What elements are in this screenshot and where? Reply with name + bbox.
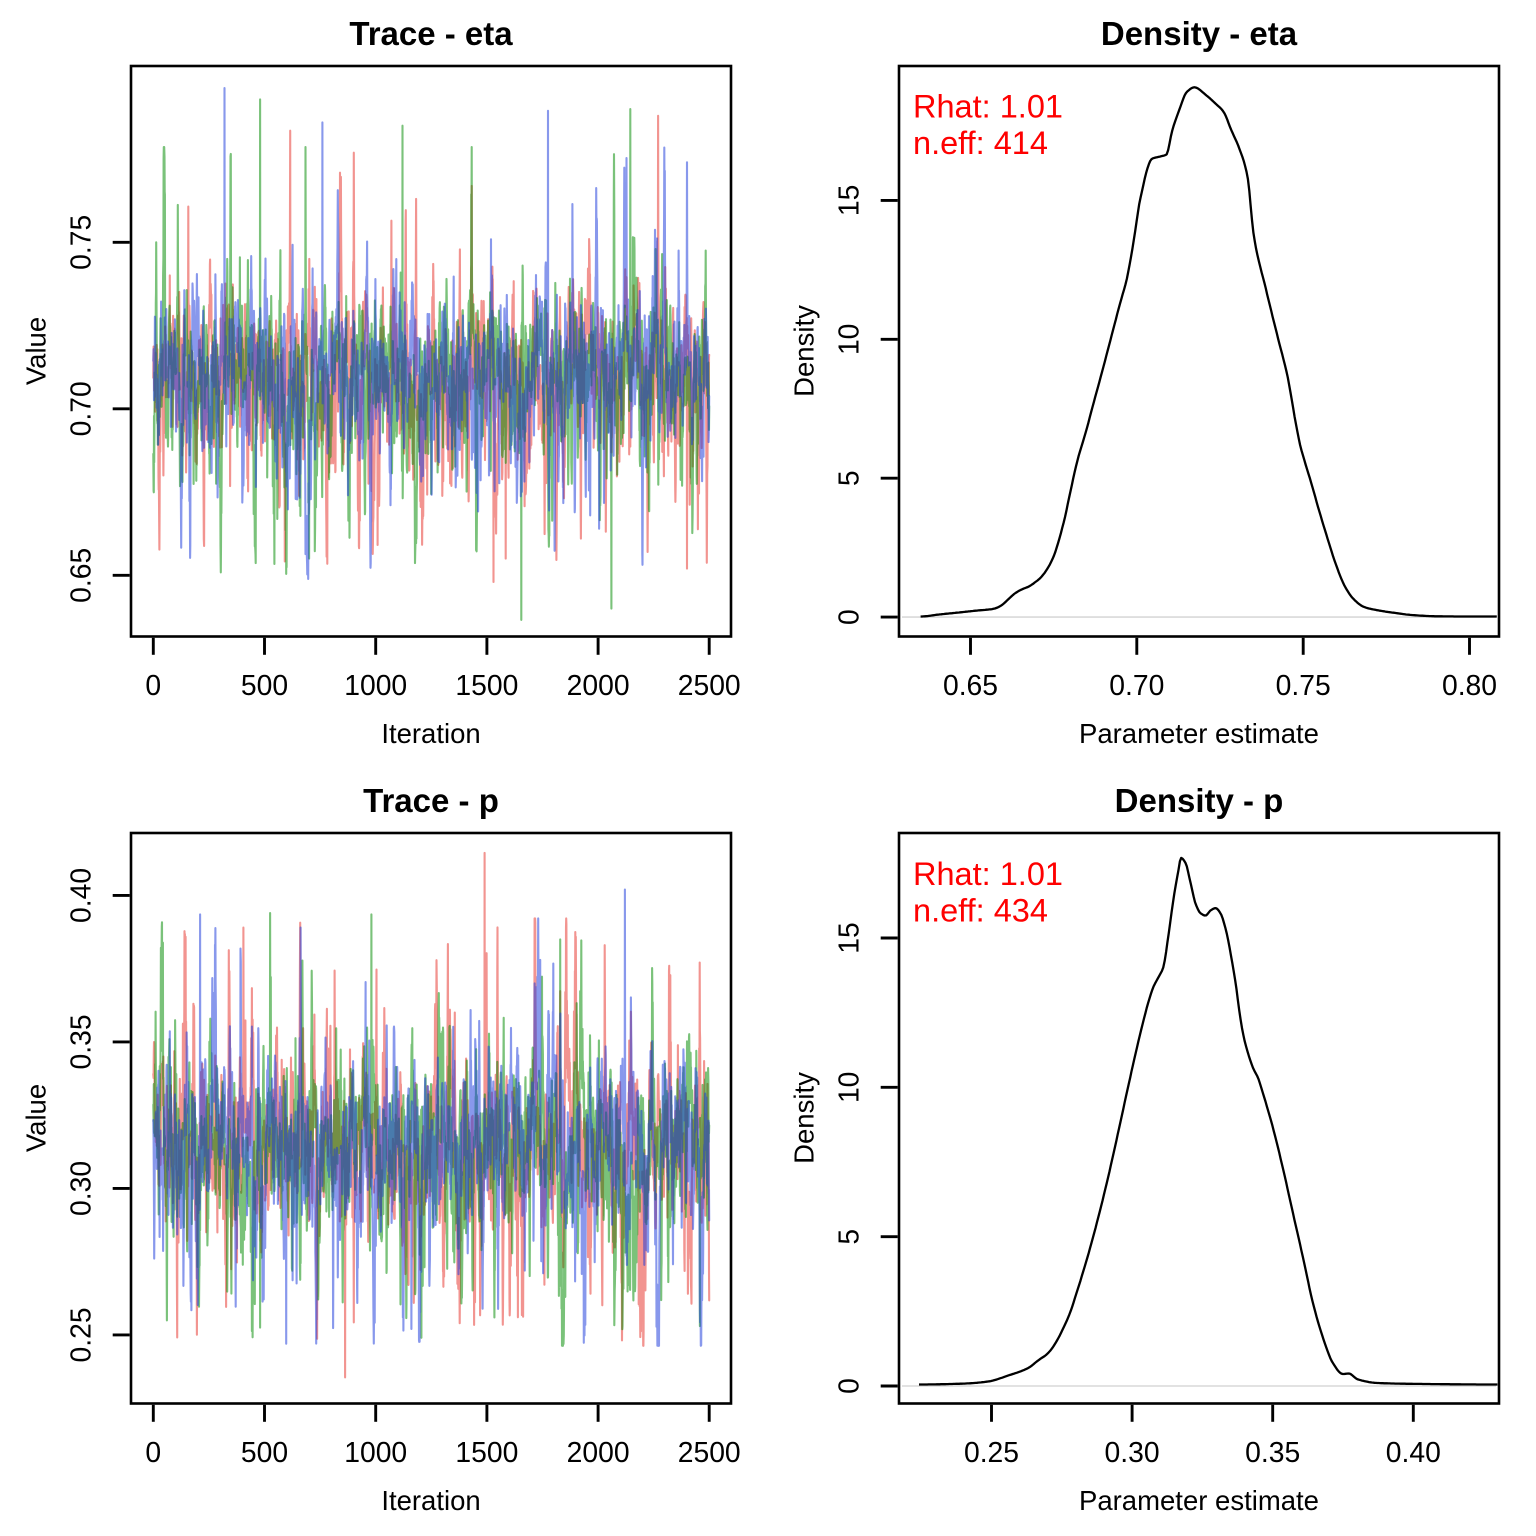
svg-text:0.80: 0.80 [1442, 669, 1497, 701]
svg-text:2500: 2500 [678, 669, 741, 701]
svg-text:1000: 1000 [344, 669, 407, 701]
svg-text:0: 0 [833, 1378, 865, 1394]
svg-text:0: 0 [145, 669, 161, 701]
svg-text:Density: Density [789, 305, 820, 397]
svg-text:0.75: 0.75 [65, 215, 97, 270]
svg-text:Trace - p: Trace - p [363, 782, 499, 819]
svg-text:0.30: 0.30 [65, 1161, 97, 1216]
svg-text:2000: 2000 [567, 669, 630, 701]
svg-text:0.35: 0.35 [65, 1014, 97, 1069]
svg-text:Value: Value [21, 317, 52, 385]
svg-text:Density: Density [789, 1072, 820, 1164]
svg-text:2500: 2500 [678, 1436, 741, 1468]
svg-text:10: 10 [833, 1072, 865, 1103]
svg-text:Density - eta: Density - eta [1101, 15, 1298, 52]
svg-text:0.65: 0.65 [943, 669, 998, 701]
svg-text:Density - p: Density - p [1115, 782, 1284, 819]
svg-text:0: 0 [145, 1436, 161, 1468]
svg-text:5: 5 [833, 470, 865, 486]
svg-text:n.eff: 434: n.eff: 434 [913, 892, 1048, 928]
svg-text:Rhat: 1.01: Rhat: 1.01 [913, 88, 1063, 124]
svg-text:0.40: 0.40 [1386, 1436, 1441, 1468]
svg-text:15: 15 [833, 185, 865, 216]
svg-text:n.eff: 414: n.eff: 414 [913, 125, 1048, 161]
svg-text:5: 5 [833, 1229, 865, 1245]
svg-text:10: 10 [833, 324, 865, 355]
svg-text:0.70: 0.70 [1109, 669, 1164, 701]
svg-text:Parameter estimate: Parameter estimate [1079, 718, 1319, 749]
svg-text:Iteration: Iteration [381, 718, 480, 749]
svg-text:Rhat: 1.01: Rhat: 1.01 [913, 856, 1063, 892]
svg-text:0.70: 0.70 [65, 381, 97, 436]
svg-text:0.40: 0.40 [65, 868, 97, 923]
svg-text:1500: 1500 [455, 1436, 518, 1468]
svg-text:1500: 1500 [455, 669, 518, 701]
svg-text:Iteration: Iteration [381, 1485, 480, 1516]
svg-text:1000: 1000 [344, 1436, 407, 1468]
svg-text:0.25: 0.25 [964, 1436, 1019, 1468]
svg-text:Trace - eta: Trace - eta [349, 15, 513, 52]
svg-text:15: 15 [833, 922, 865, 953]
svg-text:2000: 2000 [567, 1436, 630, 1468]
svg-text:500: 500 [241, 1436, 288, 1468]
svg-text:Value: Value [21, 1084, 52, 1152]
svg-text:500: 500 [241, 669, 288, 701]
svg-text:0.35: 0.35 [1245, 1436, 1300, 1468]
svg-text:0.75: 0.75 [1276, 669, 1331, 701]
svg-text:Parameter estimate: Parameter estimate [1079, 1485, 1319, 1516]
svg-text:0: 0 [833, 609, 865, 625]
svg-text:0.65: 0.65 [65, 548, 97, 603]
svg-text:0.30: 0.30 [1105, 1436, 1160, 1468]
svg-text:0.25: 0.25 [65, 1307, 97, 1362]
